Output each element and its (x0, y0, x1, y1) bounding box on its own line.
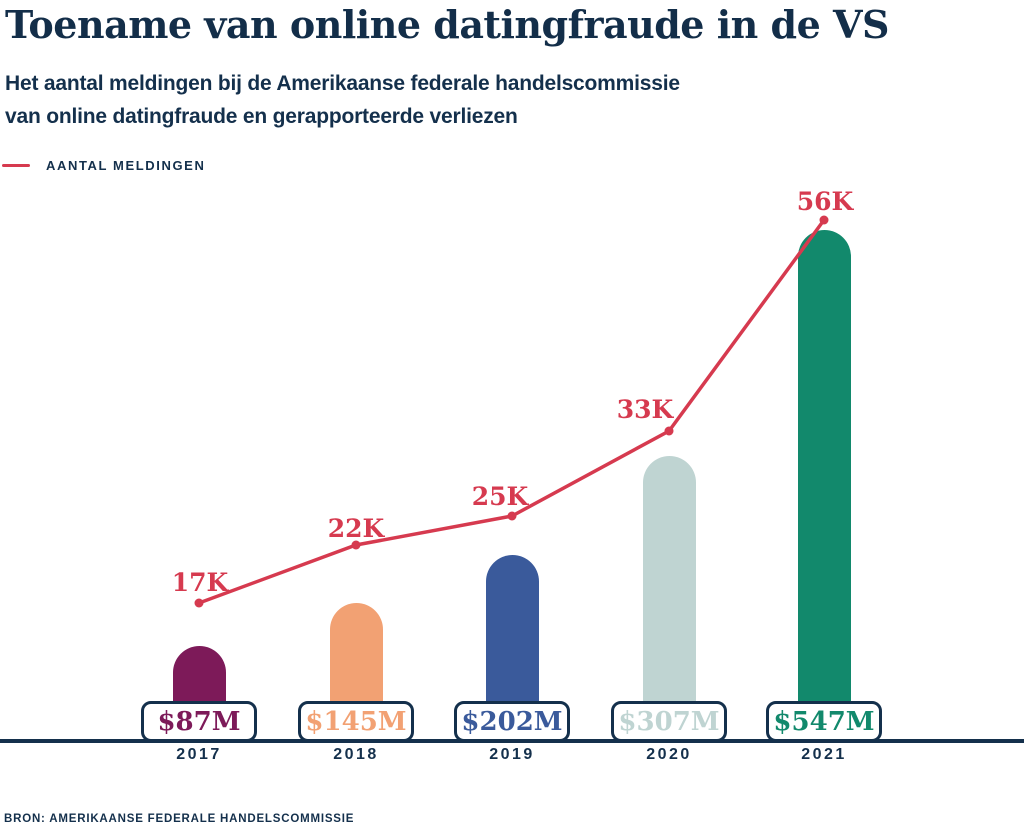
legend-line-swatch (2, 164, 30, 167)
reports-point-marker-2019 (507, 511, 517, 521)
subtitle-line-1: Het aantal meldingen bij de Amerikaanse … (5, 72, 680, 95)
x-tick-label-2019: 2019 (489, 746, 535, 763)
reports-line-path (198, 218, 826, 605)
loss-value-label-2020: $307M (618, 706, 720, 737)
loss-value-box-2021: $547M (766, 701, 882, 742)
page-title: Toename van online datingfraude in de VS (5, 2, 889, 47)
x-tick-label-2017: 2017 (176, 746, 222, 763)
x-tick-label-2020: 2020 (646, 746, 692, 763)
loss-value-box-2017: $87M (141, 701, 257, 742)
legend-label: AANTAL MELDINGEN (46, 158, 206, 173)
reports-point-label-2017: 17K (171, 568, 229, 597)
loss-value-box-2020: $307M (611, 701, 727, 742)
legend: AANTAL MELDINGEN (2, 158, 205, 173)
loss-value-label-2019: $202M (461, 706, 563, 737)
subtitle-line-2: van online datingfraude en gerapporteerd… (5, 105, 518, 128)
x-tick-label-2018: 2018 (333, 746, 379, 763)
loss-value-box-2019: $202M (454, 701, 570, 742)
reports-point-label-2021: 56K (796, 187, 854, 216)
loss-bar-2021 (797, 230, 851, 741)
reports-point-label-2020: 33K (616, 395, 674, 424)
reports-point-label-2018: 22K (327, 514, 385, 543)
reports-point-marker-2021 (819, 215, 829, 225)
loss-value-label-2018: $145M (305, 706, 407, 737)
loss-value-label-2021: $547M (773, 706, 875, 737)
loss-value-label-2017: $87M (157, 706, 241, 737)
loss-bar-2020 (642, 456, 696, 741)
reports-point-marker-2020 (664, 426, 674, 436)
loss-value-box-2018: $145M (298, 701, 414, 742)
x-tick-label-2021: 2021 (801, 746, 847, 763)
reports-point-label-2019: 25K (471, 482, 529, 511)
source-note: BRON: AMERIKAANSE FEDERALE HANDELSCOMMIS… (4, 813, 355, 825)
reports-point-marker-2017 (194, 598, 204, 608)
